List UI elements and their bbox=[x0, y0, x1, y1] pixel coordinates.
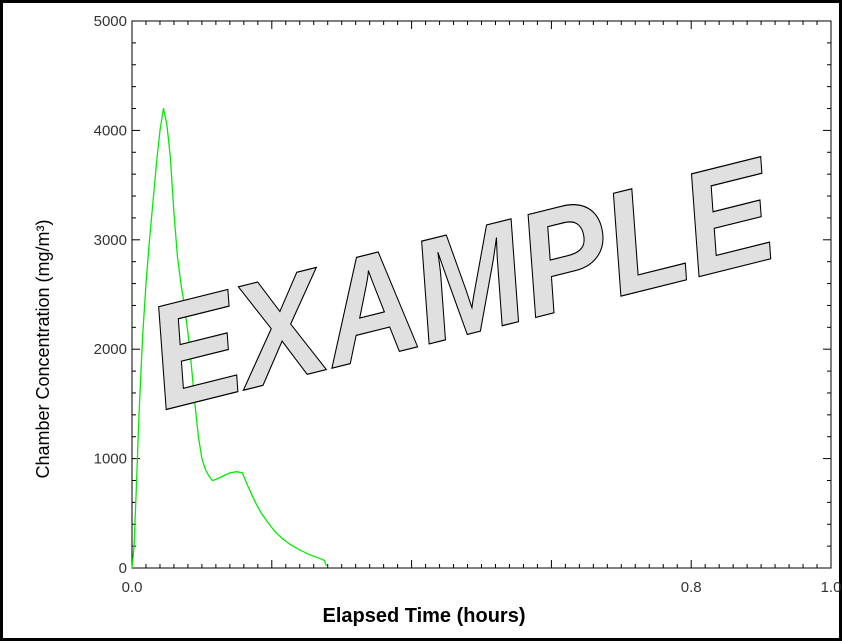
y-tick-label: 0 bbox=[119, 560, 127, 577]
y-tick-label: 4000 bbox=[94, 122, 127, 139]
plot-area bbox=[131, 20, 832, 569]
y-tick-label: 5000 bbox=[94, 13, 127, 30]
x-tick-label: 1.0 bbox=[821, 579, 842, 596]
x-tick-label: 0.8 bbox=[681, 579, 702, 596]
line-chart: EXAMPLE 0.00.20.40.60.81.0 0100020003000… bbox=[33, 13, 842, 635]
x-tick-label: 0.0 bbox=[122, 579, 143, 596]
y-tick-label: 2000 bbox=[94, 341, 127, 358]
x-axis-label-backdrop bbox=[208, 573, 640, 635]
series-line-0 bbox=[131, 107, 327, 569]
x-axis-label: Elapsed Time (hours) bbox=[322, 605, 525, 627]
y-tick-label: 3000 bbox=[94, 232, 127, 249]
y-tick-labels: 0 1000 2000 3000 4000 5000 bbox=[94, 13, 127, 577]
y-tick-label: 1000 bbox=[94, 451, 127, 468]
y-axis-label: Chamber Concentration (mg/m³) bbox=[33, 219, 53, 478]
series-layer bbox=[131, 107, 327, 569]
